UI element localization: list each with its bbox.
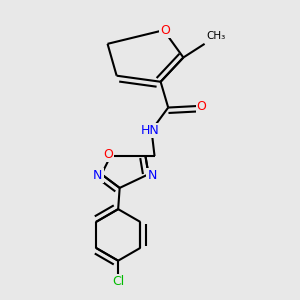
- Text: N: N: [147, 169, 157, 182]
- Text: O: O: [103, 148, 113, 161]
- Text: N: N: [93, 169, 103, 182]
- Text: Cl: Cl: [112, 275, 124, 288]
- Text: CH₃: CH₃: [206, 31, 225, 41]
- Text: O: O: [196, 100, 206, 112]
- Text: O: O: [160, 24, 170, 37]
- Text: HN: HN: [141, 124, 159, 137]
